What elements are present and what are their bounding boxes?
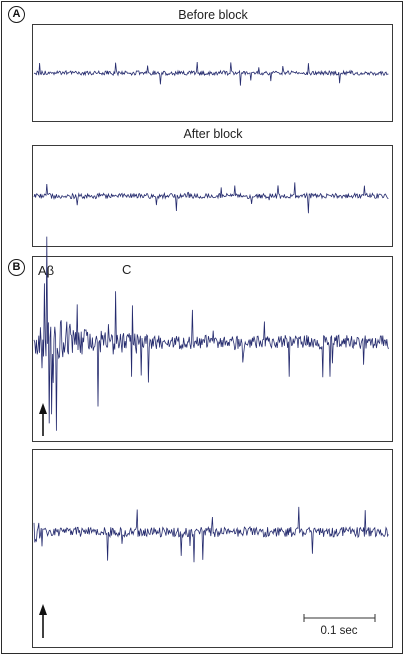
panel-b1 xyxy=(32,256,393,442)
panel-b2 xyxy=(32,449,393,648)
stimulus-arrow-icon xyxy=(39,604,47,638)
trace-evoked-1 xyxy=(33,236,389,431)
section-a-badge: A xyxy=(8,6,25,23)
scale-bar xyxy=(303,614,376,622)
abeta-label: Aβ xyxy=(38,263,55,278)
trace-after-block xyxy=(33,182,389,214)
stimulus-arrow-icon xyxy=(39,403,47,436)
panel-a1-title: Before block xyxy=(178,8,248,22)
scale-bar-label: 0.1 sec xyxy=(320,625,358,637)
trace-before-block xyxy=(33,61,389,86)
c-fiber-label: C xyxy=(122,262,132,277)
trace-evoked-2 xyxy=(33,506,389,563)
section-b-badge: B xyxy=(8,259,25,276)
panel-a2-title: After block xyxy=(183,127,243,141)
